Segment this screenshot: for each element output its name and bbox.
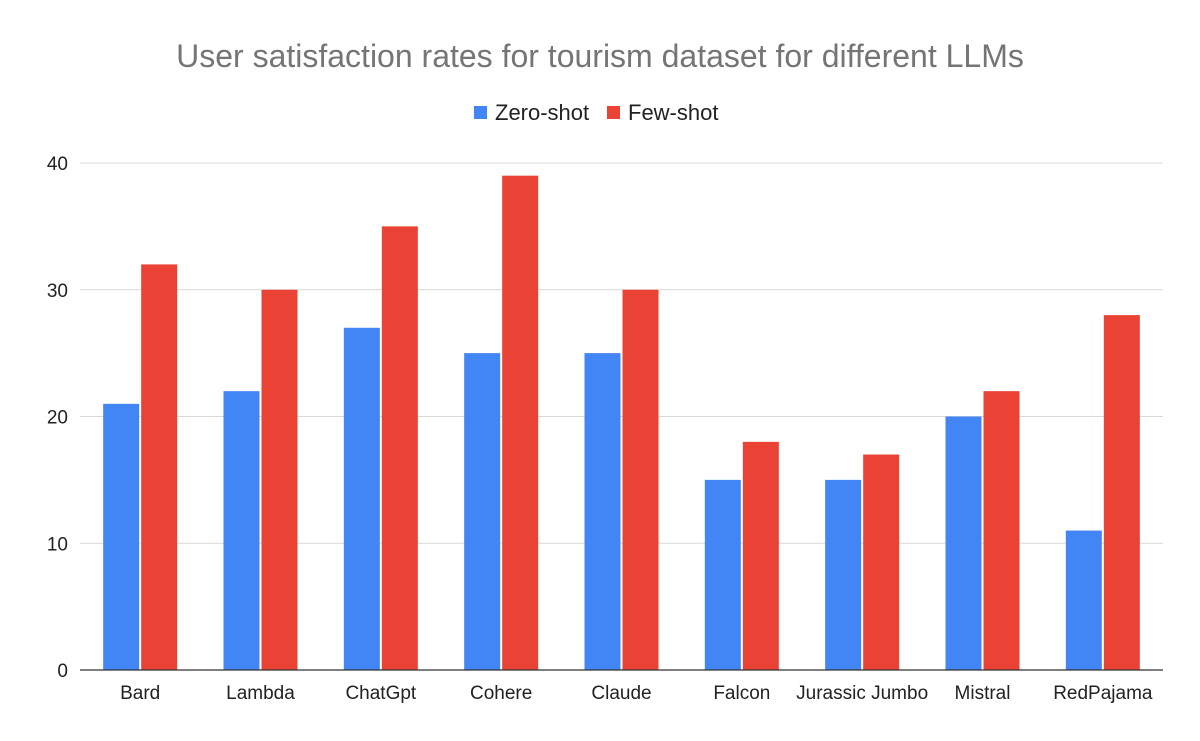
legend-swatch-zero-shot xyxy=(474,106,487,119)
bar-zero-shot-claude xyxy=(584,353,621,670)
y-tick-label: 10 xyxy=(47,534,68,555)
x-category-label: Claude xyxy=(591,683,651,704)
bar-few-shot-claude xyxy=(622,289,659,670)
bar-few-shot-falcon xyxy=(742,441,779,670)
x-category-label: Cohere xyxy=(470,683,532,704)
bar-few-shot-lambda xyxy=(261,289,298,670)
x-category-label: Falcon xyxy=(713,683,770,704)
chart-title: User satisfaction rates for tourism data… xyxy=(176,38,1024,74)
x-category-label: Lambda xyxy=(226,683,295,704)
bar-zero-shot-lambda xyxy=(223,391,260,670)
x-category-label: RedPajama xyxy=(1053,683,1153,704)
x-axis-labels: Bard Lambda ChatGpt Cohere Claude Falcon Juras… xyxy=(120,683,1153,704)
legend: Zero-shot Few-shot xyxy=(474,100,718,125)
bar-zero-shot-bard xyxy=(103,403,140,670)
bar-few-shot-chatgpt xyxy=(381,226,418,670)
x-category-label: Jurassic Jumbo xyxy=(796,683,928,704)
bar-zero-shot-mistral xyxy=(945,416,982,670)
x-category-label: Bard xyxy=(120,683,160,704)
bar-few-shot-cohere xyxy=(502,175,539,671)
bar-few-shot-redpajama xyxy=(1103,315,1140,670)
bar-zero-shot-jurassic-jumbo xyxy=(825,479,862,670)
bar-zero-shot-chatgpt xyxy=(343,327,380,670)
y-tick-label: 40 xyxy=(47,154,68,175)
bar-zero-shot-cohere xyxy=(464,353,501,670)
legend-swatch-few-shot xyxy=(607,106,620,119)
x-category-label: Mistral xyxy=(955,683,1011,704)
bar-few-shot-bard xyxy=(141,264,178,670)
y-tick-label: 20 xyxy=(47,408,68,429)
bar-zero-shot-falcon xyxy=(704,479,741,670)
x-category-label: ChatGpt xyxy=(345,683,416,704)
gridlines xyxy=(80,162,1163,544)
y-tick-label: 30 xyxy=(47,281,68,302)
bar-few-shot-jurassic-jumbo xyxy=(863,454,900,670)
bar-zero-shot-redpajama xyxy=(1065,530,1102,670)
y-tick-label: 0 xyxy=(57,661,68,682)
legend-label-few-shot: Few-shot xyxy=(628,100,718,125)
bars xyxy=(103,175,1140,671)
y-axis-ticks: 0 10 20 30 40 xyxy=(47,154,68,682)
legend-label-zero-shot: Zero-shot xyxy=(495,100,589,125)
bar-few-shot-mistral xyxy=(983,391,1020,670)
